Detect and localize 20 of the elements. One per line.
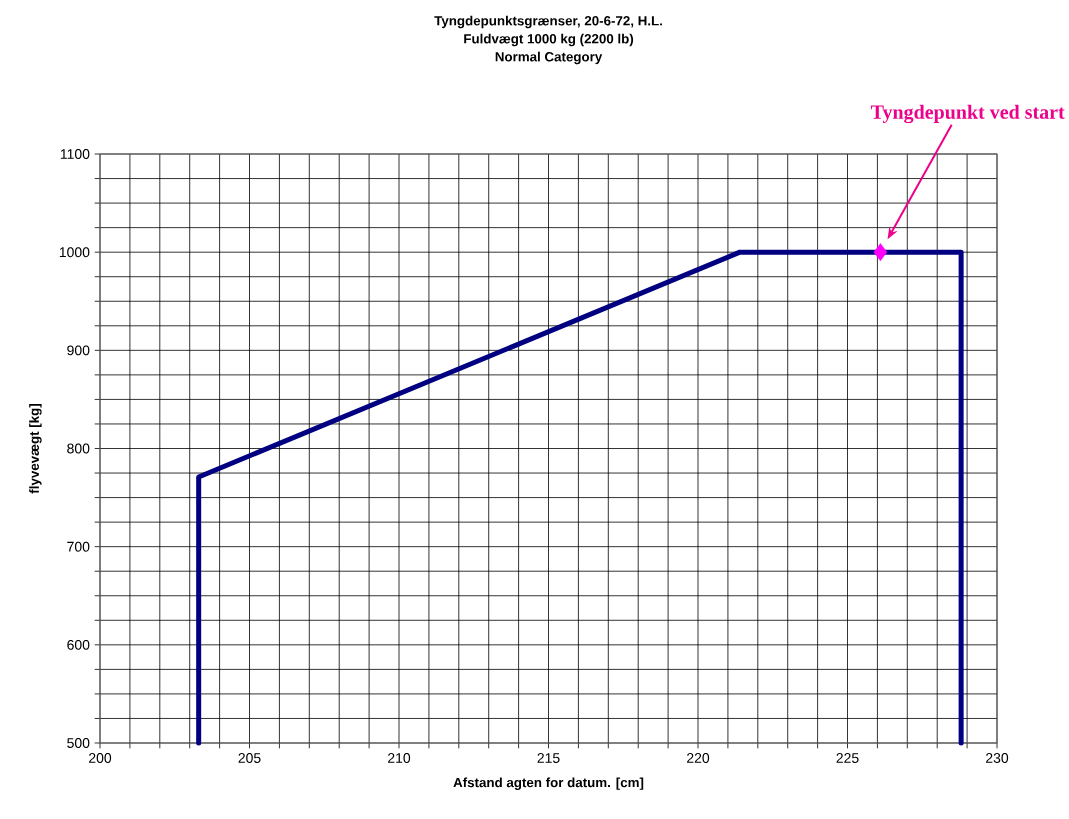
y-tick-label: 700 — [67, 541, 90, 552]
y-tick-label: 500 — [67, 738, 90, 748]
y-tick-label: 900 — [67, 345, 90, 356]
y-axis-title: flyvevægt [kg] — [29, 404, 42, 494]
chart-subtitle: Fuldvægt 1000 kg (2200 lb) — [464, 33, 634, 47]
x-axis-title: Afstand agten for datum. [cm] — [453, 777, 644, 790]
x-tick-label: 230 — [986, 753, 1009, 763]
x-tick-label: 215 — [537, 753, 560, 763]
y-tick-label: 800 — [67, 443, 90, 454]
text: Tyngdepunkt ved start — [870, 104, 1065, 124]
x-tick-label: 225 — [836, 753, 859, 763]
x-tick-label: 200 — [89, 753, 112, 763]
x-tick-label: 210 — [388, 753, 411, 763]
chart-title: Tyngdepunktsgrænser, 20-6-72, H.L. — [434, 15, 662, 29]
x-tick-label: 205 — [238, 753, 261, 763]
y-tick-label: 600 — [67, 639, 90, 650]
x-tick-label: 220 — [687, 753, 710, 763]
y-tick-label: 1000 — [59, 247, 90, 258]
y-tick-label: 1100 — [60, 149, 90, 159]
text: Normal Category — [495, 51, 603, 65]
